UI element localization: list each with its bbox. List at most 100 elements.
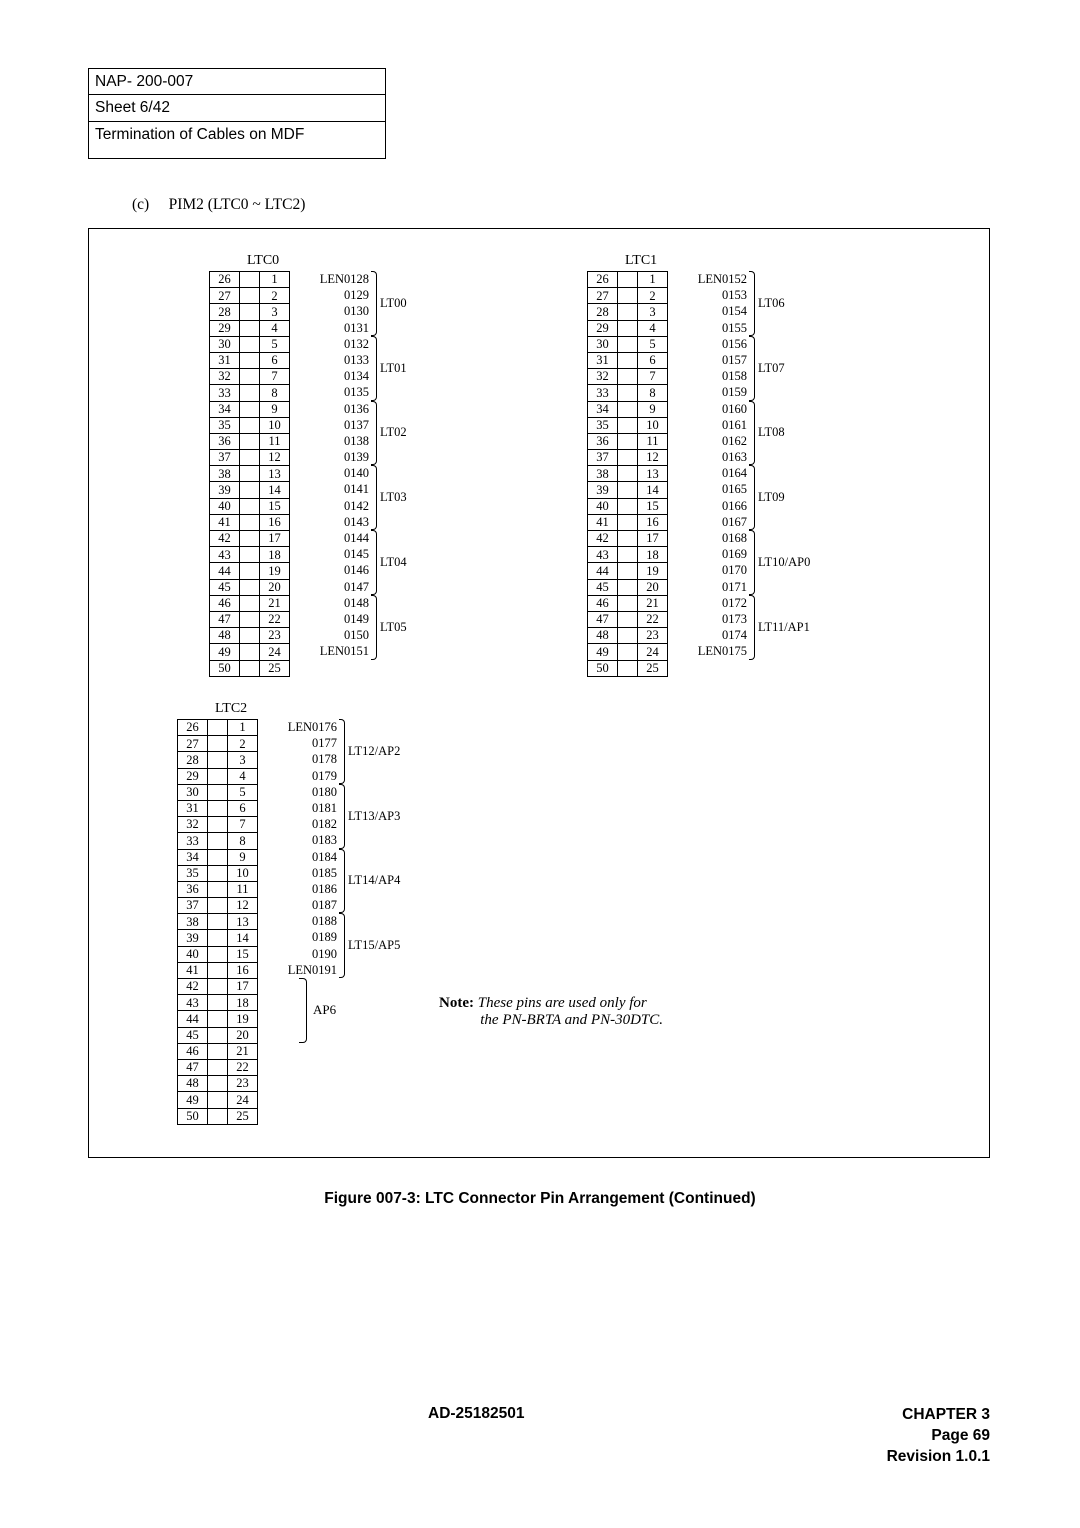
table-row: 3914 [178, 930, 258, 946]
len-number: 0168 [689, 530, 747, 546]
table-row: 4722 [588, 611, 668, 627]
len-number: LEN0191 [279, 962, 337, 978]
figure-caption: Figure 007-3: LTC Connector Pin Arrangem… [0, 1190, 1080, 1208]
table-row: 327 [210, 369, 290, 385]
table-row: 4116 [178, 962, 258, 978]
table-row: 4823 [178, 1076, 258, 1092]
table-row: 4217 [210, 531, 290, 547]
lt-group: LT00 [371, 271, 407, 336]
lt-label: LT10/AP0 [758, 555, 810, 570]
table-row: 349 [210, 401, 290, 417]
table-row: 3611 [210, 433, 290, 449]
lt-group: LT10/AP0 [749, 530, 810, 595]
len-number: 0189 [279, 929, 337, 945]
table-row: 305 [588, 336, 668, 352]
table-row: 349 [588, 401, 668, 417]
len-number: 0186 [279, 881, 337, 897]
lt-label: LT00 [380, 296, 407, 311]
len-number: 0171 [689, 579, 747, 595]
len-number: 0177 [279, 735, 337, 751]
table-row: 4520 [178, 1027, 258, 1043]
table-row: 4924 [210, 644, 290, 660]
doc-title: Termination of Cables on MDF [89, 122, 385, 158]
table-row: 4621 [588, 595, 668, 611]
len-number: 0132 [311, 336, 369, 352]
len-number: 0182 [279, 816, 337, 832]
lt-group: LT03 [371, 465, 407, 530]
table-row: 3611 [588, 433, 668, 449]
lt-label: LT02 [380, 425, 407, 440]
len-number: 0153 [689, 287, 747, 303]
ltc1-len-col: LEN0152015301540155015601570158015901600… [689, 271, 747, 660]
sub-caption-body: PIM2 (LTC0 ~ LTC2) [169, 196, 306, 213]
ap6-label: AP6 [313, 1002, 336, 1018]
len-number: 0135 [311, 384, 369, 400]
table-row: 294 [588, 320, 668, 336]
table-row: 5025 [588, 660, 668, 676]
footer-left: AD-25182501 [428, 1405, 525, 1423]
len-number: 0183 [279, 832, 337, 848]
table-row: 283 [178, 752, 258, 768]
len-number: LEN0152 [689, 271, 747, 287]
table-row: 294 [178, 768, 258, 784]
table-row: 4621 [178, 1043, 258, 1059]
table-row: 4318 [588, 547, 668, 563]
table-row: 283 [588, 304, 668, 320]
len-number: 0167 [689, 514, 747, 530]
len-number: 0142 [311, 498, 369, 514]
len-number: LEN0175 [689, 643, 747, 659]
ltc0-len-col: LEN0128012901300131013201330134013501360… [311, 271, 369, 660]
len-number: 0188 [279, 913, 337, 929]
len-number: 0139 [311, 449, 369, 465]
table-row: 316 [210, 352, 290, 368]
len-number: 0161 [689, 417, 747, 433]
len-number: 0187 [279, 897, 337, 913]
table-row: 305 [210, 336, 290, 352]
len-number: 0178 [279, 751, 337, 767]
lt-group: LT09 [749, 465, 785, 530]
lt-label: LT05 [380, 620, 407, 635]
table-row: 4116 [210, 514, 290, 530]
table-row: 4621 [210, 595, 290, 611]
len-number: 0157 [689, 352, 747, 368]
table-row: 4318 [210, 547, 290, 563]
table-row: 261 [178, 720, 258, 736]
ap6-brace [299, 978, 307, 1043]
table-row: 4419 [588, 563, 668, 579]
len-number: 0160 [689, 401, 747, 417]
len-number: 0149 [311, 611, 369, 627]
footer-chapter: CHAPTER 3 [887, 1405, 990, 1426]
len-number: 0147 [311, 579, 369, 595]
table-row: 4924 [178, 1092, 258, 1108]
lt-label: LT03 [380, 490, 407, 505]
ltc2-table: 2612722832943053163273383493510361137123… [177, 719, 258, 1125]
ltc0-table: 2612722832943053163273383493510361137123… [209, 271, 290, 677]
lt-group: LT04 [371, 530, 407, 595]
len-number: 0150 [311, 627, 369, 643]
lt-group: LT01 [371, 336, 407, 401]
lt-group: LT02 [371, 401, 407, 466]
len-number: 0172 [689, 595, 747, 611]
table-row: 4015 [210, 498, 290, 514]
note-text: Note: These pins are used only for the P… [439, 995, 663, 1029]
len-number: 0145 [311, 546, 369, 562]
table-row: 3813 [178, 914, 258, 930]
footer-page: Page 69 [887, 1426, 990, 1447]
len-number: 0133 [311, 352, 369, 368]
len-number: 0136 [311, 401, 369, 417]
note-label: Note: [439, 995, 474, 1011]
table-row: 272 [178, 736, 258, 752]
table-row: 3813 [210, 466, 290, 482]
lt-label: LT12/AP2 [348, 744, 400, 759]
lt-group: LT11/AP1 [749, 595, 810, 660]
table-row: 272 [588, 288, 668, 304]
table-row: 4722 [210, 611, 290, 627]
table-row: 4823 [588, 628, 668, 644]
table-row: 3914 [210, 482, 290, 498]
sub-caption: (c) PIM2 (LTC0 ~ LTC2) [132, 196, 305, 214]
table-row: 5025 [210, 660, 290, 676]
table-row: 4722 [178, 1059, 258, 1075]
len-number: 0155 [689, 320, 747, 336]
table-row: 4318 [178, 995, 258, 1011]
len-number: 0137 [311, 417, 369, 433]
